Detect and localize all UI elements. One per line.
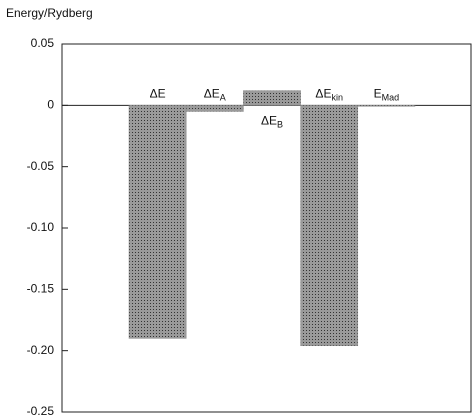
bar: [128, 105, 187, 339]
y-tick-label: 0: [47, 98, 54, 112]
category-label: ΔE: [150, 87, 166, 101]
bar: [300, 105, 359, 347]
category-label: ΔEkin: [315, 87, 343, 103]
y-tick-label: -0.15: [27, 282, 55, 296]
category-label: ΔEA: [204, 87, 226, 103]
y-tick-label: -0.20: [27, 343, 55, 357]
bar: [185, 105, 244, 112]
y-tick-label: 0.05: [31, 36, 55, 50]
y-tick-label: -0.10: [27, 220, 55, 234]
y-tick-label: -0.05: [27, 159, 55, 173]
y-tick-label: -0.25: [27, 404, 55, 418]
category-label: EMad: [374, 87, 400, 103]
bar: [357, 105, 416, 107]
y-axis-label: Energy/Rydberg: [6, 6, 93, 20]
category-label: ΔEB: [261, 114, 283, 130]
bar: [243, 90, 301, 106]
